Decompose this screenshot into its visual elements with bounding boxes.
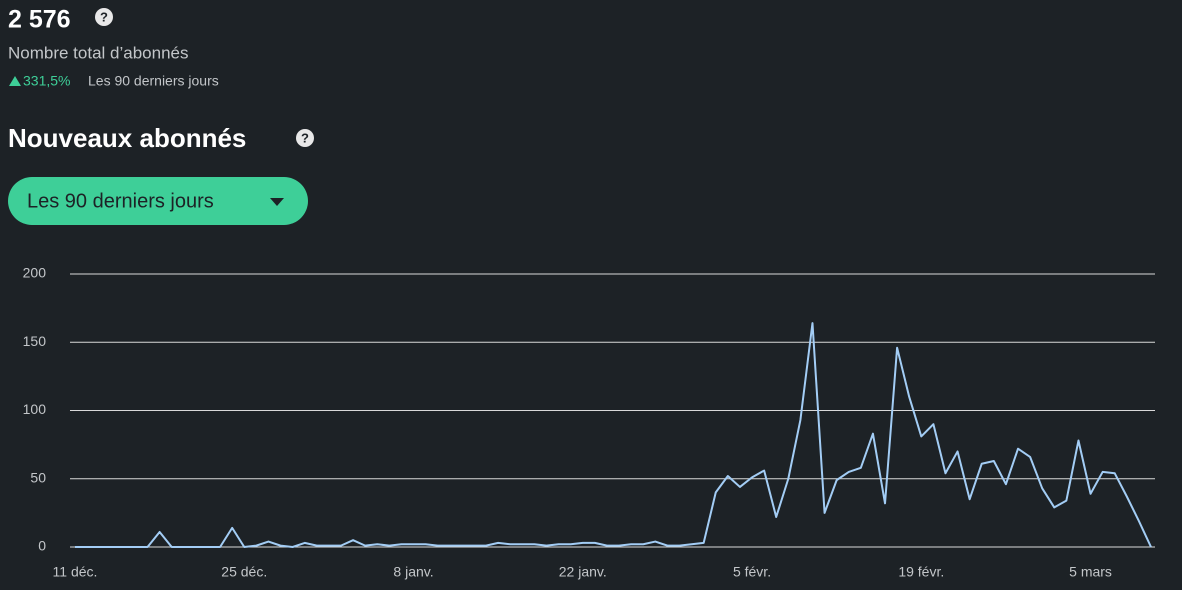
svg-text:?: ? <box>100 9 108 24</box>
total-followers: 2 576 <box>8 6 71 34</box>
y-tick-label: 50 <box>30 469 46 485</box>
x-tick-label: 8 janv. <box>393 564 433 580</box>
x-tick-label: 19 févr. <box>898 564 944 580</box>
filter-button[interactable]: Les 90 derniers jours <box>8 177 308 225</box>
filter-button-label[interactable]: Les 90 derniers jours <box>27 190 214 212</box>
x-tick-label: 22 janv. <box>559 564 607 580</box>
x-tick-label: 5 févr. <box>733 564 771 580</box>
line <box>75 322 1152 548</box>
help-icon[interactable]: ? <box>95 8 113 26</box>
y-tick-label: 100 <box>23 401 47 417</box>
help-icon[interactable]: ? <box>296 129 314 147</box>
growth: 331,5% <box>23 73 70 89</box>
x-tick-label: 25 déc. <box>221 564 267 580</box>
svg-text:?: ? <box>301 130 309 145</box>
chart: 0 50 100 150 200 11 déc. 25 déc. 8 janv. 22 janv… <box>23 265 1155 580</box>
up-arrow <box>9 76 21 86</box>
y-tick-label: 200 <box>23 265 47 281</box>
x-tick-label: 11 déc. <box>53 564 98 580</box>
total-label: Nombre total d’abonnés <box>8 43 189 62</box>
section-title: Nouveaux abonnés <box>8 123 246 153</box>
growth-period: Les 90 derniers jours <box>88 73 219 89</box>
y-tick-label: 0 <box>38 538 46 554</box>
x-tick-label: 5 mars <box>1069 564 1112 580</box>
y-tick-label: 150 <box>23 333 47 349</box>
